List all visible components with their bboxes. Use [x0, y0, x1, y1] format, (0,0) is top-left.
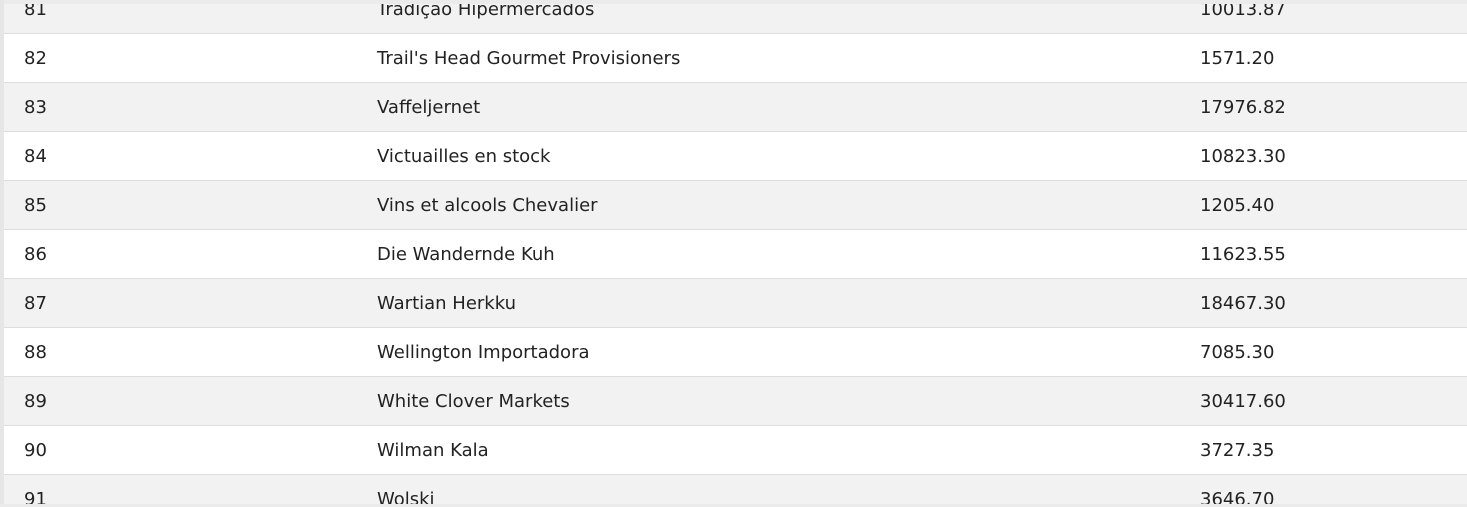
row-total-cell: 3646.70	[1180, 474, 1467, 507]
row-id-cell: 84	[4, 131, 357, 181]
customer-totals-table: 81 Tradição Hipermercados 10013.87 82 Tr…	[4, 0, 1467, 507]
row-name-cell: Wellington Importadora	[357, 327, 1180, 377]
row-total-cell: 1571.20	[1180, 33, 1467, 83]
row-id-cell: 82	[4, 33, 357, 83]
row-total-cell: 1205.40	[1180, 180, 1467, 230]
row-total-cell: 3727.35	[1180, 425, 1467, 475]
table-row: 81 Tradição Hipermercados 10013.87	[4, 0, 1467, 34]
row-id-cell: 87	[4, 278, 357, 328]
table-row: 88 Wellington Importadora 7085.30	[4, 327, 1467, 377]
row-name-cell: Wartian Herkku	[357, 278, 1180, 328]
table-row: 85 Vins et alcools Chevalier 1205.40	[4, 180, 1467, 230]
table-row: 91 Wolski 3646.70	[4, 474, 1467, 507]
scroll-left-edge	[0, 0, 4, 507]
row-total-cell: 11623.55	[1180, 229, 1467, 279]
scroll-top-edge	[0, 0, 1467, 4]
table-row: 90 Wilman Kala 3727.35	[4, 425, 1467, 475]
row-total-cell: 17976.82	[1180, 82, 1467, 132]
row-total-cell: 10823.30	[1180, 131, 1467, 181]
table-row: 86 Die Wandernde Kuh 11623.55	[4, 229, 1467, 279]
row-total-cell: 30417.60	[1180, 376, 1467, 426]
row-id-cell: 86	[4, 229, 357, 279]
table-row: 89 White Clover Markets 30417.60	[4, 376, 1467, 426]
table-row: 87 Wartian Herkku 18467.30	[4, 278, 1467, 328]
row-total-cell: 7085.30	[1180, 327, 1467, 377]
row-id-cell: 90	[4, 425, 357, 475]
row-id-cell: 91	[4, 474, 357, 507]
row-name-cell: White Clover Markets	[357, 376, 1180, 426]
row-id-cell: 81	[4, 0, 357, 34]
table-row: 83 Vaffeljernet 17976.82	[4, 82, 1467, 132]
row-id-cell: 88	[4, 327, 357, 377]
row-name-cell: Victuailles en stock	[357, 131, 1180, 181]
row-name-cell: Die Wandernde Kuh	[357, 229, 1180, 279]
row-total-cell: 10013.87	[1180, 0, 1467, 34]
row-id-cell: 89	[4, 376, 357, 426]
table-row: 84 Victuailles en stock 10823.30	[4, 131, 1467, 181]
row-name-cell: Trail's Head Gourmet Provisioners	[357, 33, 1180, 83]
row-id-cell: 85	[4, 180, 357, 230]
table-row: 82 Trail's Head Gourmet Provisioners 157…	[4, 33, 1467, 83]
row-name-cell: Wilman Kala	[357, 425, 1180, 475]
scroll-bottom-edge	[0, 504, 1467, 507]
row-id-cell: 83	[4, 82, 357, 132]
row-total-cell: 18467.30	[1180, 278, 1467, 328]
row-name-cell: Tradição Hipermercados	[357, 0, 1180, 34]
row-name-cell: Wolski	[357, 474, 1180, 507]
row-name-cell: Vaffeljernet	[357, 82, 1180, 132]
row-name-cell: Vins et alcools Chevalier	[357, 180, 1180, 230]
